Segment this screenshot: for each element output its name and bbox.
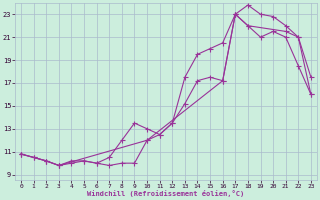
X-axis label: Windchill (Refroidissement éolien,°C): Windchill (Refroidissement éolien,°C) (87, 190, 244, 197)
